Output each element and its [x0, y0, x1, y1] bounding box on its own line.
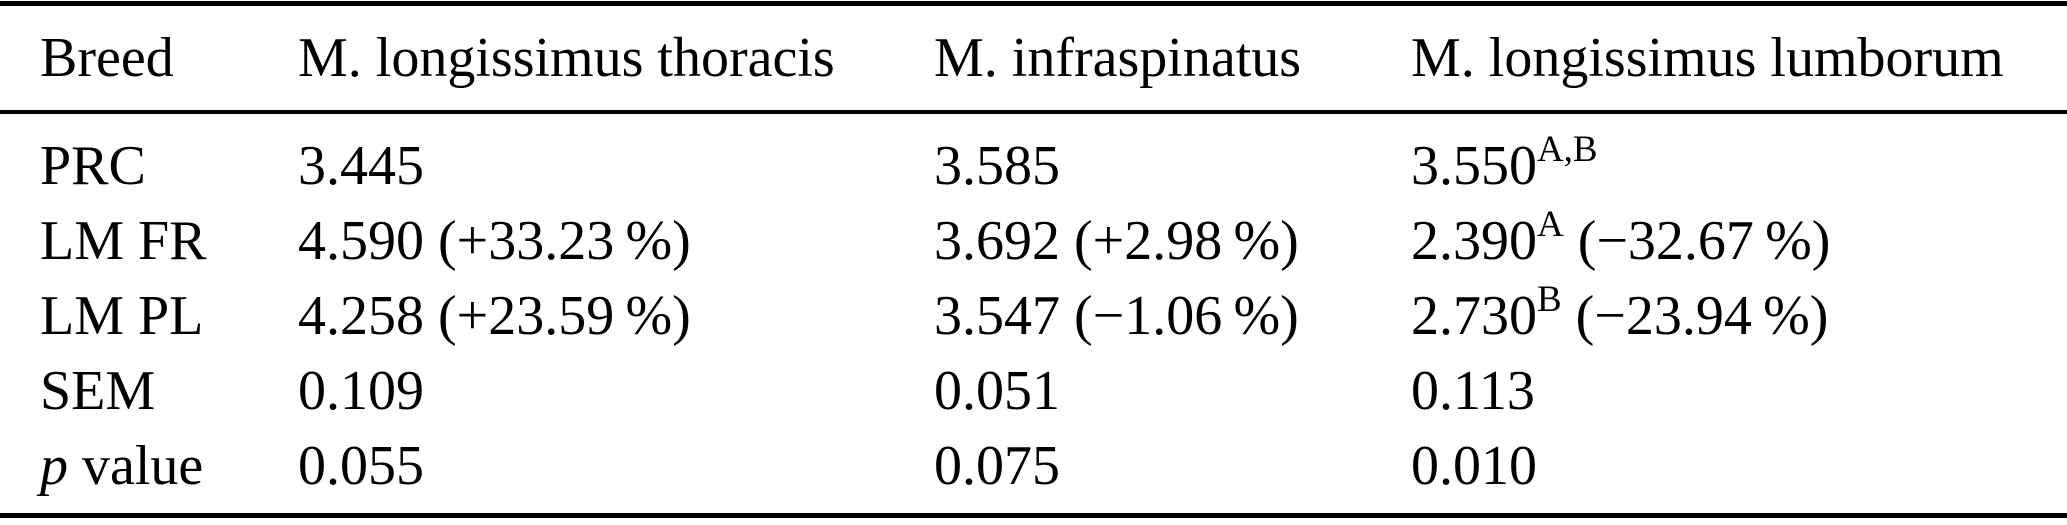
- column-header-infraspinatus: M. infraspinatus: [934, 26, 1302, 89]
- row-label: p value: [40, 434, 298, 498]
- table-cell: 3.585: [934, 134, 1411, 198]
- cell-value: 0.051: [934, 359, 1060, 422]
- table-cell: 3.550A,B: [1411, 130, 2067, 198]
- row-label: LM PL: [40, 284, 298, 348]
- cell-value: 4.590: [298, 209, 424, 272]
- table-cell: 0.055: [298, 434, 934, 498]
- cell-percent-change: (+23.59 %): [424, 284, 691, 347]
- table-cell: 3.692 (+2.98 %): [934, 209, 1411, 273]
- cell-value: 2.730: [1411, 284, 1537, 347]
- table-cell: 0.113: [1411, 359, 2067, 423]
- cell-value: 2.390: [1411, 209, 1537, 272]
- cell-percent-change: (−32.67 %): [1563, 209, 1831, 272]
- table-header-separator-rule: [0, 110, 2067, 114]
- column-header-longissimus-lumborum: M. longissimus lumborum: [1411, 26, 2004, 89]
- cell-superscript: A,B: [1537, 128, 1598, 170]
- row-label-text: PRC: [40, 134, 146, 197]
- cell-value: 0.075: [934, 434, 1060, 497]
- cell-value: 3.550: [1411, 134, 1537, 197]
- row-label: PRC: [40, 134, 298, 198]
- row-label-text: LM FR: [40, 209, 207, 272]
- cell-percent-change: (+33.23 %): [424, 209, 691, 272]
- cell-value: 3.585: [934, 134, 1060, 197]
- table-row-sem: SEM 0.109 0.051 0.113: [0, 353, 2067, 428]
- table-cell: 2.730B (−23.94 %): [1411, 280, 2067, 348]
- table-row-lm-pl: LM PL 4.258 (+23.59 %) 3.547 (−1.06 %) 2…: [0, 278, 2067, 353]
- cell-value: 3.547: [934, 284, 1060, 347]
- table-cell: 0.109: [298, 359, 934, 423]
- table-bottom-rule: [0, 513, 2067, 518]
- row-label-text: LM PL: [40, 284, 204, 347]
- cell-value: 0.109: [298, 359, 424, 422]
- row-label: SEM: [40, 359, 298, 423]
- table-row-p-value: p value 0.055 0.075 0.010: [0, 428, 2067, 503]
- cell-superscript: B: [1537, 278, 1562, 320]
- column-header-breed: Breed: [40, 26, 174, 89]
- table-body: PRC 3.445 3.585 3.550A,B LM FR 4.590 (+3…: [0, 128, 2067, 503]
- cell-percent-change: (+2.98 %): [1060, 209, 1299, 272]
- cell-value: 4.258: [298, 284, 424, 347]
- row-label-text: value: [68, 434, 204, 497]
- column-header-longissimus-thoracis: M. longissimus thoracis: [298, 26, 835, 89]
- table-header-row: Breed M. longissimus thoracis M. infrasp…: [0, 5, 2067, 110]
- table-cell: 0.010: [1411, 434, 2067, 498]
- table-cell: 0.051: [934, 359, 1411, 423]
- cell-value: 0.010: [1411, 434, 1537, 497]
- cell-value: 3.445: [298, 134, 424, 197]
- table-row-lm-fr: LM FR 4.590 (+33.23 %) 3.692 (+2.98 %) 2…: [0, 203, 2067, 278]
- table-row-prc: PRC 3.445 3.585 3.550A,B: [0, 128, 2067, 203]
- table-cell: 3.547 (−1.06 %): [934, 284, 1411, 348]
- table-top-rule: [0, 1, 2067, 6]
- table-cell: 3.445: [298, 134, 934, 198]
- table-cell: 4.590 (+33.23 %): [298, 209, 934, 273]
- cell-value: 3.692: [934, 209, 1060, 272]
- cell-value: 0.055: [298, 434, 424, 497]
- table-cell: 2.390A (−32.67 %): [1411, 205, 2067, 273]
- cell-value: 0.113: [1411, 359, 1535, 422]
- row-label-italic-part: p: [40, 434, 68, 497]
- cell-superscript: A: [1537, 203, 1564, 245]
- cell-percent-change: (−23.94 %): [1561, 284, 1829, 347]
- table-cell: 4.258 (+23.59 %): [298, 284, 934, 348]
- row-label: LM FR: [40, 209, 298, 273]
- row-label-text: SEM: [40, 359, 156, 422]
- table-cell: 0.075: [934, 434, 1411, 498]
- cell-percent-change: (−1.06 %): [1060, 284, 1299, 347]
